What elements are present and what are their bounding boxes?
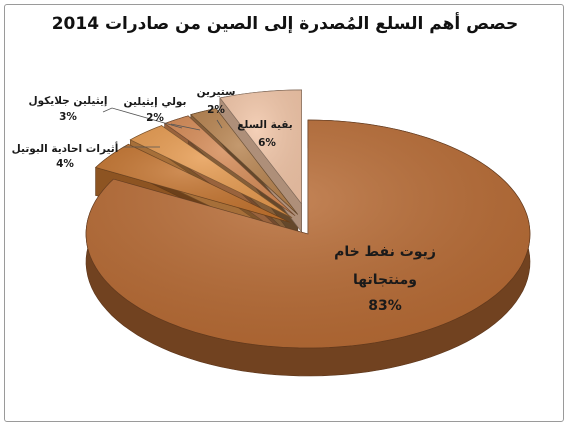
slice-shine-polyethylene (164, 115, 296, 216)
slice-label-butyl: أثيرات احادية البوتيل (12, 141, 119, 155)
slice-shine-others (219, 89, 302, 204)
slice-value-others: 6% (258, 137, 276, 149)
slice-shine-butyl (95, 144, 291, 223)
slice-shine-glycol (130, 125, 293, 218)
leader-line-styrene (216, 119, 223, 129)
slice-value-styrene: 2% (207, 104, 225, 116)
leader-line-polyethylene (170, 123, 201, 131)
slice-value-polyethylene: 2% (146, 112, 164, 124)
slice-label-polyethylene: بولي إيثيلين (124, 96, 187, 108)
slice-label-crude-line1: زيوت نفط خام (334, 244, 436, 260)
slice-shine-crude (86, 120, 530, 348)
leader-line-glycol (102, 107, 183, 129)
slice-value-crude: 83% (368, 298, 402, 314)
chart-title: حصص أهم السلع المُصدرة إلى الصين من صادر… (51, 14, 519, 34)
slice-value-glycol: 3% (59, 111, 77, 123)
slice-label-crude-line2: ومنتجاتها (353, 272, 417, 288)
slice-label-glycol: إيثيلين جلايكول (28, 95, 107, 107)
slice-shine-styrene (190, 108, 298, 215)
slice-label-styrene: ستيرين (197, 86, 236, 98)
slice-value-butyl: 4% (56, 158, 74, 170)
slice-label-others: بقية السلع (237, 119, 293, 131)
